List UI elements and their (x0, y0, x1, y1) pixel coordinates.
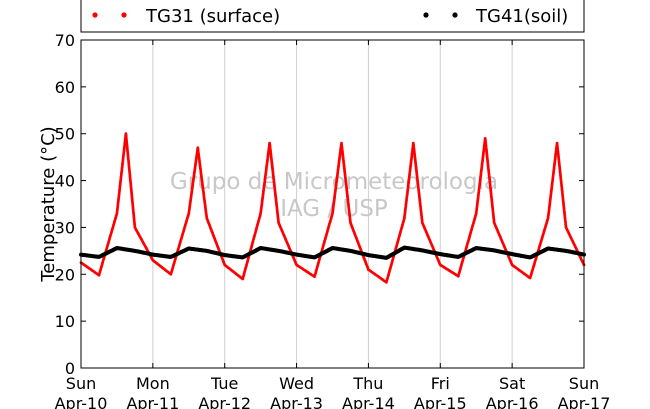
legend-marker (423, 12, 429, 18)
x-tick-date: Apr-12 (198, 394, 251, 409)
x-tick-date: Apr-14 (342, 394, 395, 409)
x-tick-date: Apr-11 (126, 394, 179, 409)
y-axis: 0 10 20 30 40 50 60 70 (55, 31, 584, 378)
y-tick-label: 30 (55, 218, 75, 237)
legend-label: TG41(soil) (475, 6, 568, 27)
y-tick-label: 60 (55, 78, 75, 97)
legend-label: TG31 (surface) (145, 6, 280, 27)
x-tick-date: Apr-16 (486, 394, 539, 409)
series-1 (79, 132, 586, 284)
plot-frame (80, 39, 585, 369)
y-tick-label: 40 (55, 172, 75, 191)
x-tick-date: Apr-10 (55, 394, 108, 409)
x-tick-day: Wed (279, 374, 314, 393)
series-2 (79, 245, 586, 260)
grid-lines (152, 40, 513, 368)
x-tick-date: Apr-13 (270, 394, 323, 409)
y-tick-label: 20 (55, 265, 75, 284)
x-tick-day: Sun (66, 374, 96, 393)
x-tick-day: Tue (210, 374, 238, 393)
legend-marker (121, 12, 127, 18)
x-tick-date: Apr-15 (414, 394, 467, 409)
y-tick-label: 70 (55, 31, 75, 50)
legend-marker (92, 12, 98, 18)
x-tick-day: Sun (569, 374, 599, 393)
y-tick-label: 50 (55, 125, 75, 144)
watermark-line-1: Grupo de Micrometeorologia (170, 169, 498, 195)
x-tick-date: Apr-17 (558, 394, 611, 409)
y-axis-label: Temperature (°C) (38, 126, 59, 282)
x-tick-day: Fri (431, 374, 450, 393)
y-tick-label: 10 (55, 312, 75, 331)
legend-marker (452, 12, 458, 18)
legend-box (80, 0, 585, 33)
series-layer (79, 132, 586, 284)
x-axis: SunApr-10MonApr-11TueApr-12WedApr-13ThuA… (55, 40, 611, 409)
x-tick-day: Sat (499, 374, 525, 393)
legend: TG31 (surface) TG41(soil) (80, 0, 585, 33)
y-tick-label: 0 (65, 359, 75, 378)
x-tick-day: Thu (352, 374, 383, 393)
x-tick-day: Mon (136, 374, 170, 393)
